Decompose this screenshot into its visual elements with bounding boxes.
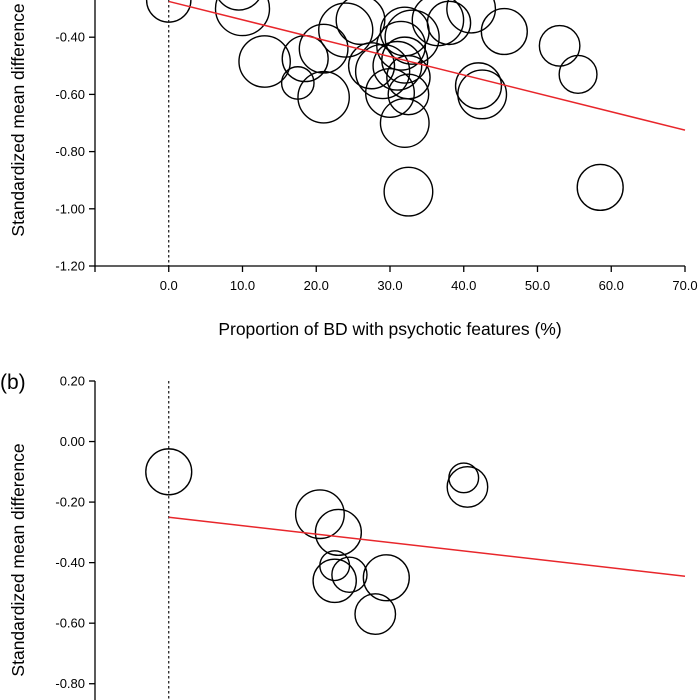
panel-a-study-circle xyxy=(365,67,416,118)
panel-a-y-tick-label: -0.80 xyxy=(55,144,85,159)
panel-a-x-tick-label: 70.0 xyxy=(672,278,697,293)
panel-a-study-circle xyxy=(576,163,624,212)
panel-a-study-circle xyxy=(335,0,386,46)
panel-a-study-circle xyxy=(297,70,350,124)
panel-a-study-circle xyxy=(376,20,427,71)
panel-a-study-circle xyxy=(411,0,465,47)
panel-a-study-circle xyxy=(218,0,260,11)
panel-a-study-circle xyxy=(383,166,434,217)
panel-b-points xyxy=(145,448,489,636)
panel-a-x-axis-label: Proportion of BD with psychotic features… xyxy=(218,319,561,339)
panel-b-study-circle xyxy=(354,593,397,636)
panel-a-study-circle xyxy=(480,7,528,56)
panel-a-study-circle xyxy=(384,9,440,65)
panel-a-y-tick-label: -0.60 xyxy=(55,87,85,102)
panel-a-study-circle xyxy=(426,0,472,46)
panel-a-x-tick-label: 30.0 xyxy=(377,278,402,293)
panel-a-study-circle xyxy=(145,0,192,23)
panel-a-y-tick-label: -0.40 xyxy=(55,30,85,45)
panel-b-y-tick-label: -0.60 xyxy=(55,616,85,631)
panel-b-study-circle xyxy=(362,554,410,602)
panel-a-x-tick-label: 60.0 xyxy=(599,278,624,293)
panel-a-y-tick-label: -1.00 xyxy=(55,201,85,216)
panel-a-study-circle xyxy=(457,69,508,120)
panel-a-study-circle xyxy=(372,40,423,91)
panel-a-x-tick-label: 50.0 xyxy=(525,278,550,293)
panel-a: -0.40 -0.60 -0.80 -1.00 -1.20 0.0 10.0 20.0 30.0… xyxy=(8,0,698,339)
panel-b-y-tick-label: -0.40 xyxy=(55,555,85,570)
panel-b: (b) 0.20 0.00 -0.20 -0.40 -0.60 -0.80 Standar… xyxy=(0,371,686,700)
panel-a-study-circle xyxy=(538,24,581,67)
panel-b-study-circle xyxy=(331,556,368,593)
panel-b-y-tick-label: 0.20 xyxy=(60,374,85,389)
panel-a-study-circle xyxy=(298,23,349,74)
panel-a-x-tick-label: 0.0 xyxy=(160,278,178,293)
panel-a-regression-line xyxy=(168,0,686,131)
panel-a-study-circle xyxy=(379,97,430,148)
panel-a-x-tick-label: 40.0 xyxy=(451,278,476,293)
panel-a-ticks: -0.40 -0.60 -0.80 -1.00 -1.20 0.0 10.0 20.0 30.0… xyxy=(55,30,697,293)
panel-a-points xyxy=(145,0,624,217)
panel-a-study-circle xyxy=(558,54,598,94)
panel-a-study-circle xyxy=(387,73,430,116)
panel-b-study-circle xyxy=(314,508,363,557)
panel-a-study-circle xyxy=(318,2,374,58)
panel-b-letter: (b) xyxy=(0,371,26,394)
panel-a-study-circle xyxy=(354,43,411,100)
panel-b-study-circle xyxy=(145,448,193,496)
panel-b-study-circle xyxy=(446,466,489,508)
panel-a-y-axis-label: Standardized mean difference xyxy=(8,3,28,236)
panel-b-study-circle xyxy=(294,489,345,540)
panel-b-regression-line xyxy=(168,516,686,578)
panel-b-y-tick-label: -0.20 xyxy=(55,495,85,510)
panel-a-y-tick-label: -1.20 xyxy=(55,259,85,274)
panel-b-ticks: 0.20 0.00 -0.20 -0.40 -0.60 -0.80 xyxy=(55,374,95,691)
panel-a-study-circle xyxy=(214,0,271,37)
panel-a-study-circle xyxy=(347,42,396,90)
panel-a-study-circle xyxy=(238,35,291,88)
panel-a-x-tick-label: 20.0 xyxy=(304,278,329,293)
panel-a-x-tick-label: 10.0 xyxy=(230,278,255,293)
panel-a-study-circle xyxy=(446,0,497,34)
panel-b-study-circle xyxy=(312,558,357,604)
panel-a-study-circle xyxy=(454,62,503,110)
panel-b-y-axis-label: Standardized mean difference xyxy=(8,443,28,676)
panel-b-y-tick-label: -0.80 xyxy=(55,676,85,691)
panel-b-y-tick-label: 0.00 xyxy=(60,434,85,449)
